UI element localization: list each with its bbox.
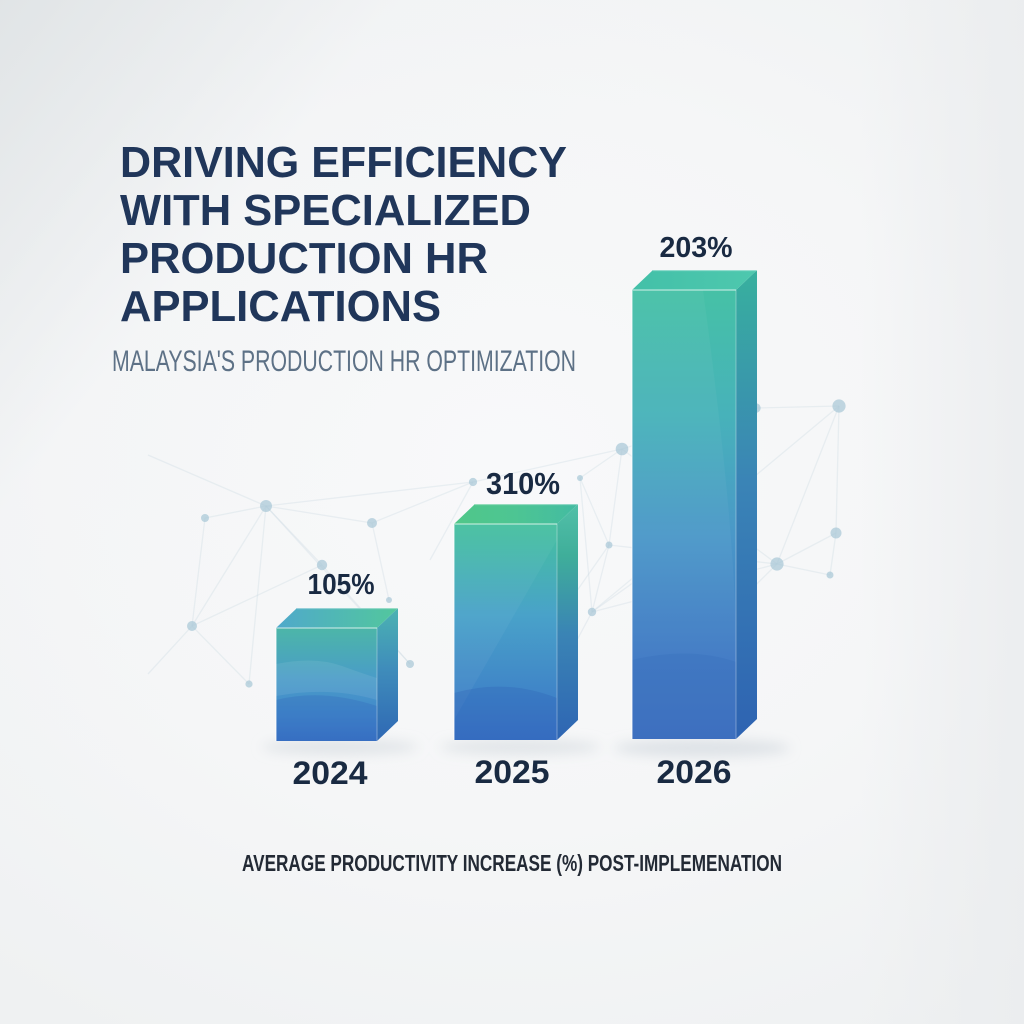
svg-text:105%: 105%: [308, 569, 375, 601]
svg-text:DRIVING EFFICIENCY: DRIVING EFFICIENCY: [120, 139, 567, 187]
svg-text:203%: 203%: [660, 232, 733, 264]
svg-text:PRODUCTION HR: PRODUCTION HR: [120, 235, 488, 283]
svg-text:310%: 310%: [486, 466, 560, 501]
svg-text:WITH SPECIALIZED: WITH SPECIALIZED: [120, 187, 531, 235]
svg-text:2025: 2025: [475, 754, 550, 790]
svg-text:APPLICATIONS: APPLICATIONS: [120, 283, 441, 331]
svg-text:2024: 2024: [293, 755, 368, 791]
svg-text:MALAYSIA'S PRODUCTION HR OPTIM: MALAYSIA'S PRODUCTION HR OPTIMIZATION: [112, 345, 576, 378]
svg-text:2026: 2026: [657, 754, 732, 790]
svg-text:AVERAGE PRODUCTIVITY INCREASE: AVERAGE PRODUCTIVITY INCREASE (%) POST-I…: [242, 850, 782, 876]
